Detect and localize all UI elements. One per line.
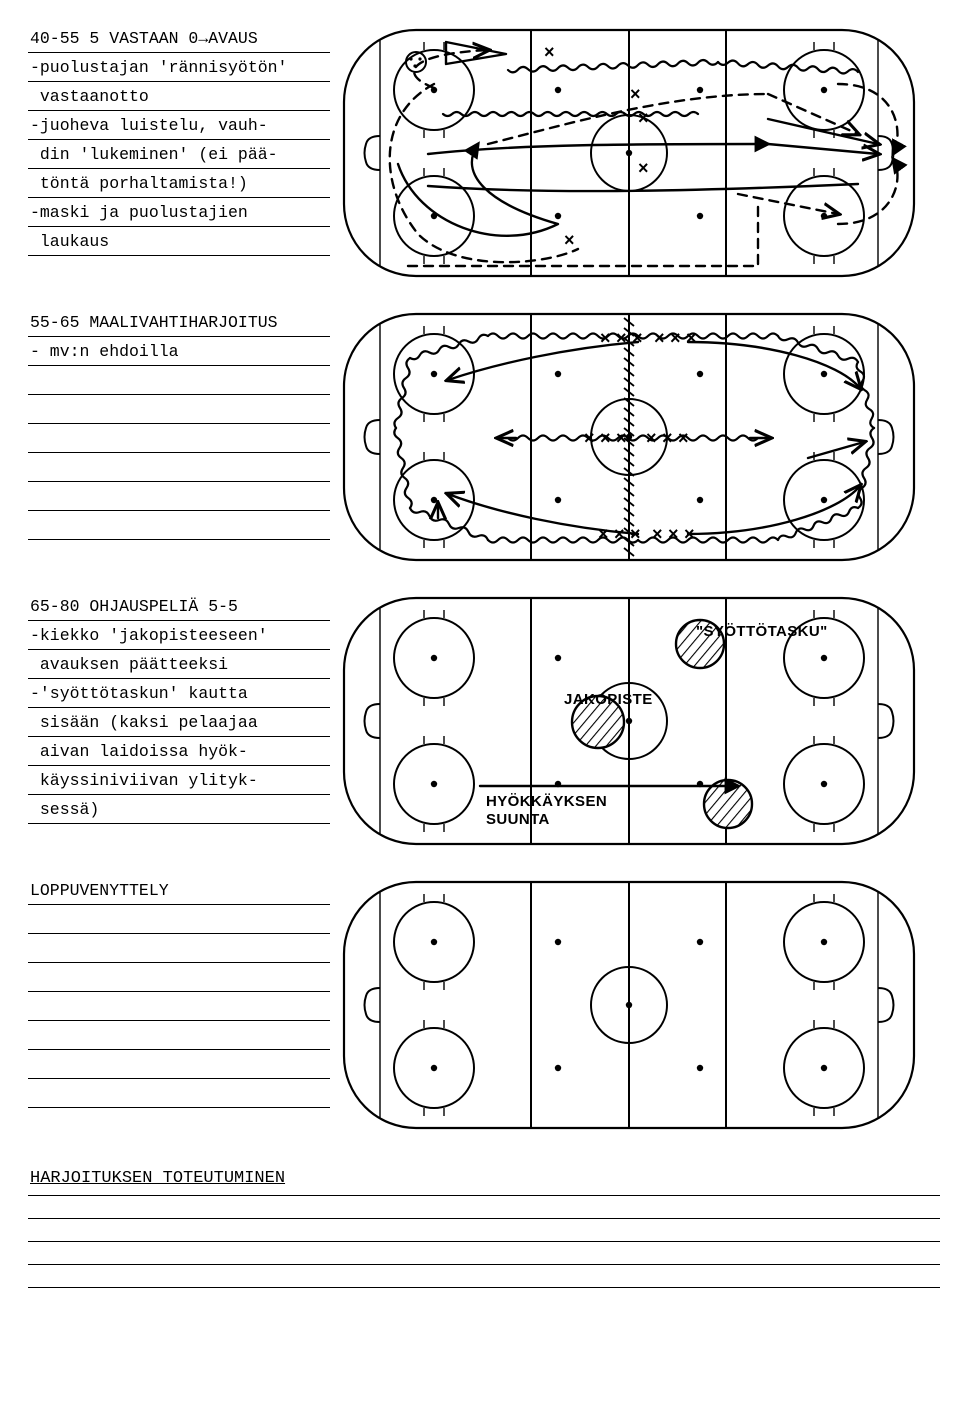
svg-text:×: × — [686, 328, 697, 348]
footer-title: HARJOITUKSEN TOTEUTUMINEN — [28, 1169, 285, 1189]
drill-line — [28, 424, 330, 453]
rink-diagram: ×××××××××××××××××× — [338, 308, 940, 566]
svg-text:×: × — [564, 230, 575, 250]
svg-text:×: × — [544, 42, 555, 62]
drill-line — [28, 934, 330, 963]
footer-line — [28, 1242, 940, 1265]
drill-text-column: 55-65 MAALIVAHTIHARJOITUS- mv:n ehdoilla — [28, 308, 330, 540]
drill-line: -maski ja puolustajien — [28, 198, 330, 227]
drill-row: LOPPUVENYTTELY — [28, 876, 940, 1134]
rink-diagram: JAKOPISTE "SYÖTTÖTASKU" HYÖKKÄYKSENSUUNTA — [338, 592, 940, 850]
drill-row: 65-80 OHJAUSPELIÄ 5-5-kiekko 'jakopistee… — [28, 592, 940, 850]
drill-line — [28, 1050, 330, 1079]
drill-line: laukaus — [28, 227, 330, 256]
drill-text-column: LOPPUVENYTTELY — [28, 876, 330, 1108]
svg-text:SUUNTA: SUUNTA — [486, 811, 550, 828]
drill-line: -kiekko 'jakopisteeseen' — [28, 621, 330, 650]
drill-line — [28, 453, 330, 482]
drill-line — [28, 1021, 330, 1050]
drill-text-column: 40-55 5 VASTAAN 0→AVAUS-puolustajan 'rän… — [28, 24, 330, 256]
drill-line: - mv:n ehdoilla — [28, 337, 330, 366]
svg-text:×: × — [630, 84, 641, 104]
drill-line — [28, 511, 330, 540]
drill-line: -puolustajan 'rännisyötön' — [28, 53, 330, 82]
drill-line — [28, 963, 330, 992]
drill-line — [28, 905, 330, 934]
drill-title: 65-80 OHJAUSPELIÄ 5-5 — [28, 592, 330, 621]
drill-line: avauksen päätteeksi — [28, 650, 330, 679]
footer-line — [28, 1196, 940, 1219]
drill-title: 40-55 5 VASTAAN 0→AVAUS — [28, 24, 330, 53]
drill-line — [28, 992, 330, 1021]
drill-line: sisään (kaksi pelaajaa — [28, 708, 330, 737]
drill-title: LOPPUVENYTTELY — [28, 876, 330, 905]
drill-row: 40-55 5 VASTAAN 0→AVAUS-puolustajan 'rän… — [28, 24, 940, 282]
drill-line: din 'lukeminen' (ei pää- — [28, 140, 330, 169]
svg-text:HYÖKKÄYKSEN: HYÖKKÄYKSEN — [486, 793, 607, 810]
drill-line — [28, 366, 330, 395]
footer-section: HARJOITUKSEN TOTEUTUMINEN — [28, 1168, 940, 1288]
svg-text:×: × — [638, 158, 649, 178]
drill-line: vastaanotto — [28, 82, 330, 111]
rink-diagram — [338, 876, 940, 1134]
svg-text:"SYÖTTÖTASKU": "SYÖTTÖTASKU" — [696, 623, 828, 640]
drill-line — [28, 482, 330, 511]
drill-text-column: 65-80 OHJAUSPELIÄ 5-5-kiekko 'jakopistee… — [28, 592, 330, 824]
drill-line: töntä porhaltamista!) — [28, 169, 330, 198]
drill-line: aivan laidoissa hyök- — [28, 737, 330, 766]
drill-line: -juoheva luistelu, vauh- — [28, 111, 330, 140]
drill-row: 55-65 MAALIVAHTIHARJOITUS- mv:n ehdoilla… — [28, 308, 940, 566]
drill-title: 55-65 MAALIVAHTIHARJOITUS — [28, 308, 330, 337]
svg-text:×: × — [598, 524, 609, 544]
drill-line — [28, 1079, 330, 1108]
drill-line: sessä) — [28, 795, 330, 824]
svg-text:×: × — [668, 524, 679, 544]
rink-diagram: ××××× — [338, 24, 940, 282]
footer-line — [28, 1219, 940, 1242]
drill-line: käyssiniviivan ylityk- — [28, 766, 330, 795]
drill-line: -'syöttötaskun' kautta — [28, 679, 330, 708]
footer-line — [28, 1265, 940, 1288]
drill-line — [28, 395, 330, 424]
svg-text:JAKOPISTE: JAKOPISTE — [564, 691, 653, 708]
